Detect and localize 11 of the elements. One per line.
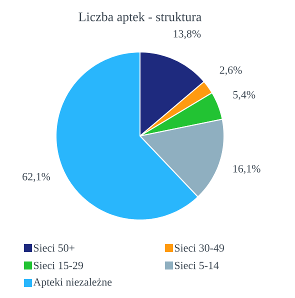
legend-label: Sieci 5-14 xyxy=(174,262,219,270)
legend-label: Sieci 30-49 xyxy=(174,244,224,252)
chart-title: Liczba aptek - struktura xyxy=(78,12,202,24)
data-label: 16,1% xyxy=(233,165,260,174)
legend-label: Sieci 50+ xyxy=(34,244,74,252)
legend-label: Sieci 15-29 xyxy=(34,262,83,270)
legend-label: Apteki niezależne xyxy=(33,278,112,288)
data-label: 2,6% xyxy=(220,66,242,76)
data-label: 5,4% xyxy=(233,91,256,100)
data-label: 62,1% xyxy=(22,172,50,182)
data-label: 13,8% xyxy=(174,30,201,40)
